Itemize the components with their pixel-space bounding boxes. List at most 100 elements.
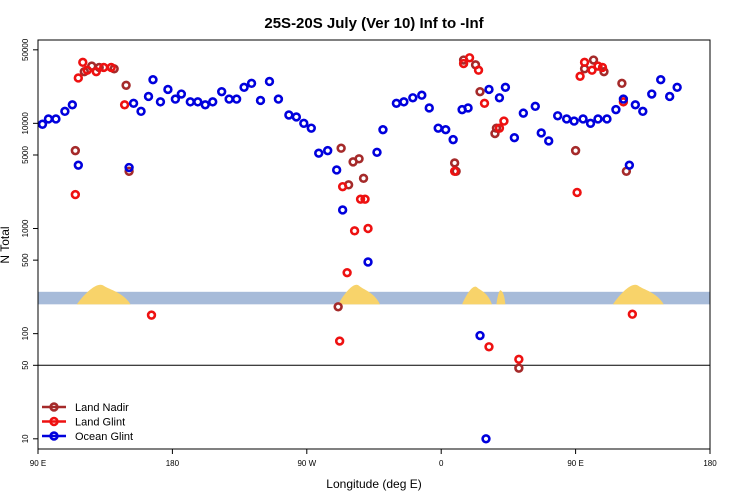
data-point (464, 53, 475, 63)
data-point (299, 118, 309, 129)
data-point (70, 189, 81, 200)
data-point (291, 112, 302, 122)
data-point (475, 86, 485, 97)
data-point (170, 94, 181, 104)
data-point (664, 91, 675, 102)
data-point (630, 100, 641, 110)
data-point (579, 57, 590, 68)
legend-marker (49, 402, 59, 412)
x-tick-label: 180 (166, 459, 180, 468)
data-point (391, 98, 402, 109)
data-point (208, 97, 218, 107)
data-point (264, 76, 275, 87)
data-point (617, 78, 627, 89)
data-point (463, 103, 473, 113)
legend-label: Land Glint (75, 417, 125, 429)
y-tick-label: 50000 (21, 38, 30, 61)
data-point (148, 74, 158, 85)
data-point (163, 84, 173, 95)
data-point (124, 166, 134, 176)
y-tick-label: 5000 (21, 146, 30, 164)
data-point (372, 147, 382, 158)
data-point (481, 434, 491, 444)
legend-item: Ocean Glint (42, 431, 133, 443)
data-point (314, 148, 324, 158)
data-point (572, 187, 582, 198)
series-ocean-glint (38, 74, 682, 444)
series-land-nadir (70, 55, 632, 373)
data-point (569, 116, 579, 126)
chart-title: 25S-20S July (Ver 10) Inf to -Inf (264, 15, 484, 32)
data-point (578, 114, 588, 124)
data-point (475, 330, 485, 341)
data-point (224, 94, 234, 104)
data-point (499, 116, 509, 126)
data-point (273, 94, 284, 104)
data-point (672, 82, 682, 93)
x-tick-label: 90 E (30, 459, 46, 468)
data-point (176, 89, 187, 99)
plot-frame (37, 39, 711, 450)
data-point (514, 354, 524, 365)
x-tick-label: 90 E (567, 459, 583, 468)
data-point (627, 309, 638, 319)
data-point (611, 104, 621, 115)
data-point (155, 97, 166, 107)
y-tick-label: 500 (21, 253, 30, 267)
legend-marker (49, 431, 59, 441)
data-point (70, 145, 81, 156)
x-tick-label: 180 (703, 459, 717, 468)
y-axis: 10 50 100 500 1000 5000 10000 50000 (21, 38, 38, 443)
x-tick-label: 90 W (297, 459, 316, 468)
data-point (284, 110, 294, 120)
data-point (336, 143, 346, 153)
legend-item: Land Nadir (42, 402, 129, 414)
x-axis-label: Longitude (deg E) (326, 477, 421, 491)
data-point (561, 114, 572, 124)
data-point (500, 82, 511, 93)
data-point (146, 310, 157, 320)
series-land-glint (70, 53, 638, 365)
data-point (484, 84, 494, 95)
y-tick-label: 1000 (21, 219, 30, 237)
data-point (417, 90, 427, 100)
legend-item: Land Glint (42, 417, 125, 429)
y-axis-label: N Total (0, 226, 12, 263)
data-point (333, 302, 343, 312)
data-point (363, 223, 373, 234)
data-point (323, 145, 333, 156)
y-tick-label: 10000 (21, 112, 30, 135)
data-point (570, 145, 581, 156)
data-point (597, 62, 608, 73)
data-point (360, 194, 370, 204)
data-point (593, 61, 603, 71)
y-tick-label: 10 (21, 434, 30, 443)
data-point (473, 65, 484, 75)
data-point (588, 55, 599, 65)
data-point (585, 118, 596, 129)
data-point (354, 154, 364, 164)
data-point (337, 205, 348, 215)
data-point (618, 94, 629, 104)
map-band-land-1 (338, 284, 380, 305)
data-point (51, 114, 61, 124)
data-point (119, 100, 130, 110)
data-point (363, 257, 373, 267)
data-point (67, 100, 78, 110)
data-point (494, 93, 505, 103)
data-point (143, 91, 154, 102)
data-point (60, 106, 70, 117)
data-point (239, 82, 249, 93)
data-point (331, 165, 342, 175)
map-band (38, 284, 710, 305)
data-point (647, 89, 657, 99)
data-point (200, 100, 210, 110)
data-point (78, 57, 88, 68)
data-point (509, 133, 520, 143)
data-point (349, 226, 360, 236)
data-point (433, 123, 443, 133)
data-point (38, 119, 48, 129)
map-band-land-0 (76, 284, 131, 305)
legend: Land Nadir Land Glint Ocean Glint (42, 402, 133, 443)
data-point (136, 106, 146, 117)
